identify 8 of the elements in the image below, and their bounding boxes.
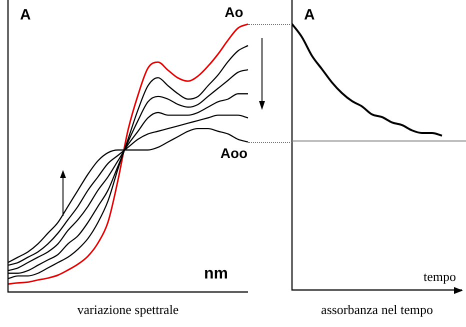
text: assorbanza nel tempo — [321, 302, 433, 318]
y-axis-title: A — [304, 6, 315, 24]
y-axis-title: A — [20, 6, 31, 24]
x-axis-title: tempo — [424, 268, 456, 284]
x-axis-title: nm — [204, 265, 228, 282]
text: variazione spettrale — [77, 302, 179, 318]
annotation: Ao — [224, 4, 244, 20]
annotation: Aoo — [220, 144, 248, 161]
